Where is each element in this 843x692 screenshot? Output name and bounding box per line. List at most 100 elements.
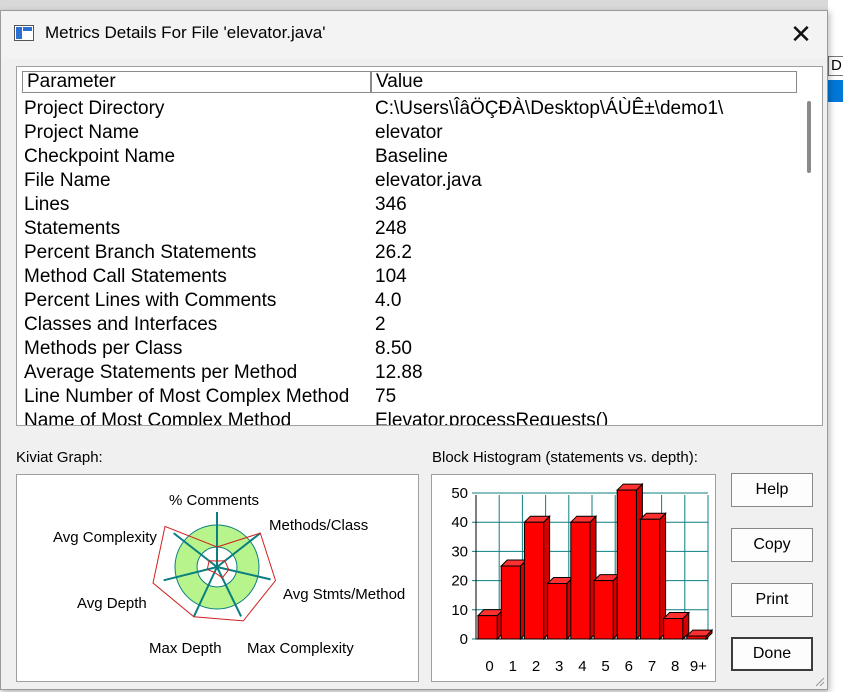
x-tick-label: 6 (625, 658, 633, 675)
y-tick-label: 40 (451, 514, 468, 531)
close-button[interactable]: ✕ (790, 19, 812, 49)
histogram-bar (569, 514, 598, 641)
title-bar[interactable]: Metrics Details For File 'elevator.java'… (1, 11, 827, 59)
kiviat-axis (173, 532, 218, 568)
x-tick-label: 1 (509, 658, 517, 675)
table-row[interactable]: Methods per Class 8.50 (24, 337, 794, 361)
kiviat-axis (216, 566, 243, 617)
kiviat-axis-label: % Comments (169, 492, 259, 509)
histogram-bar (685, 628, 714, 641)
y-tick-label: 30 (451, 543, 468, 560)
kiviat-graph: % Comments Methods/Class Avg Stmts/Method M… (16, 474, 419, 682)
cell-value: 8.50 (375, 338, 412, 359)
table-row[interactable]: Name of Most Complex Method Elevator.proc… (24, 409, 794, 426)
kiviat-axis-label: Max Complexity (247, 640, 354, 657)
print-button[interactable]: Print (731, 583, 813, 617)
histogram-bar (546, 576, 575, 641)
histogram-bar (476, 608, 505, 641)
kiviat-axis-label: Methods/Class (269, 517, 368, 534)
table-row[interactable]: Project Name elevator (24, 121, 794, 145)
help-button[interactable]: Help (731, 473, 813, 507)
kiviat-axis (216, 566, 271, 581)
background-cell: D (828, 56, 843, 76)
cell-parameter: Percent Branch Statements (24, 242, 257, 263)
y-tick-label: 50 (451, 485, 468, 502)
kiviat-axis-label: Avg Stmts/Method (283, 586, 405, 603)
cell-value: 346 (375, 194, 407, 215)
kiviat-axis-label: Avg Complexity (53, 529, 157, 546)
cell-value: 2 (375, 314, 386, 335)
cell-parameter: Project Directory (24, 98, 165, 119)
y-tick-label: 20 (451, 573, 468, 590)
cell-parameter: Average Statements per Method (24, 362, 298, 383)
cell-value: 104 (375, 266, 407, 287)
window-title: Metrics Details For File 'elevator.java' (45, 23, 326, 42)
cell-value: elevator (375, 122, 443, 143)
cell-value: C:\Users\ÎâÖÇÐÀ\Desktop\ÁÙÊ±\demo1\ (375, 98, 724, 119)
cell-parameter: Percent Lines with Comments (24, 290, 277, 311)
cell-value: 12.88 (375, 362, 423, 383)
x-tick-label: 8 (671, 658, 679, 675)
table-row[interactable]: Line Number of Most Complex Method 75 (24, 385, 794, 409)
cell-value: elevator.java (375, 170, 482, 191)
table-row[interactable]: Method Call Statements 104 (24, 265, 794, 289)
window-icon (14, 25, 34, 41)
done-button[interactable]: Done (731, 637, 813, 671)
histogram-bar (639, 512, 667, 641)
cell-parameter: Line Number of Most Complex Method (24, 386, 350, 407)
histogram-label: Block Histogram (statements vs. depth): (432, 449, 698, 466)
table-header: Parameter Value (22, 71, 797, 93)
column-header-value[interactable]: Value (371, 71, 797, 93)
table-row[interactable]: Percent Lines with Comments 4.0 (24, 289, 794, 313)
x-tick-label: 9+ (690, 658, 707, 675)
table-row[interactable]: Checkpoint Name Baseline (24, 145, 794, 169)
cell-parameter: Name of Most Complex Method (24, 410, 292, 426)
cell-parameter: File Name (24, 170, 111, 191)
copy-button[interactable]: Copy (731, 528, 813, 562)
cell-value: 75 (375, 386, 397, 407)
cell-value: Baseline (375, 146, 448, 167)
cell-parameter: Method Call Statements (24, 266, 227, 287)
vertical-scrollbar[interactable] (801, 93, 821, 423)
table-row[interactable]: Percent Branch Statements 26.2 (24, 241, 794, 265)
metrics-table[interactable]: Parameter Value Project Directory C:\User… (16, 66, 823, 426)
kiviat-axis-label: Max Depth (149, 640, 222, 657)
x-tick-label: 2 (532, 658, 540, 675)
x-tick-label: 7 (648, 658, 656, 675)
kiviat-axis-label: Avg Depth (77, 595, 147, 612)
cell-parameter: Statements (24, 218, 121, 239)
y-tick-label: 10 (451, 602, 468, 619)
kiviat-inner-outline (206, 560, 230, 579)
x-tick-label: 0 (485, 658, 493, 675)
scrollbar-thumb[interactable] (807, 101, 811, 173)
x-tick-label: 3 (555, 658, 563, 675)
background-window: D (828, 0, 843, 692)
cell-parameter: Lines (24, 194, 70, 215)
table-row[interactable]: Average Statements per Method 12.88 (24, 361, 794, 385)
cell-value: Elevator.processRequests() (375, 410, 609, 426)
cell-parameter: Methods per Class (24, 338, 183, 359)
x-tick-label: 5 (601, 658, 609, 675)
histogram-bar (592, 573, 621, 641)
kiviat-outline (152, 525, 277, 622)
table-row[interactable]: Project Directory C:\Users\ÎâÖÇÐÀ\Desktop… (24, 97, 794, 121)
resize-grip-icon[interactable] (813, 675, 825, 687)
table-row[interactable]: Lines 346 (24, 193, 794, 217)
table-row[interactable]: File Name elevator.java (24, 169, 794, 193)
x-tick-label: 4 (578, 658, 586, 675)
kiviat-axis (192, 566, 218, 618)
kiviat-label: Kiviat Graph: (16, 449, 103, 466)
cell-parameter: Classes and Interfaces (24, 314, 218, 335)
histogram-bar (499, 558, 528, 641)
column-header-parameter[interactable]: Parameter (22, 71, 371, 93)
metrics-details-dialog: Metrics Details For File 'elevator.java'… (0, 10, 828, 690)
cell-parameter: Project Name (24, 122, 140, 143)
table-row[interactable]: Classes and Interfaces 2 (24, 313, 794, 337)
histogram-bar (615, 482, 644, 641)
cell-value: 26.2 (375, 242, 412, 263)
y-tick-label: 0 (460, 631, 468, 648)
table-row[interactable]: Statements 248 (24, 217, 794, 241)
background-selection (828, 80, 843, 102)
cell-value: 4.0 (375, 290, 402, 311)
table-body: Project Directory C:\Users\ÎâÖÇÐÀ\Desktop… (24, 97, 794, 426)
